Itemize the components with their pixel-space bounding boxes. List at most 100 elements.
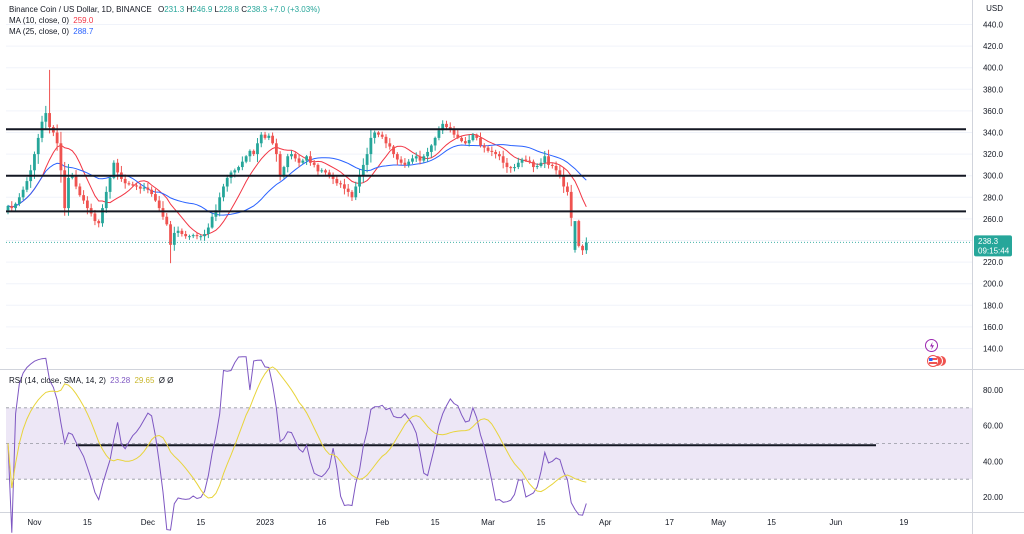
candle (203, 229, 206, 241)
candle (490, 146, 494, 157)
candle-body (146, 187, 150, 190)
ma25-value: 288.7 (73, 27, 94, 36)
rsi-value: 23.28 (110, 376, 131, 385)
candle (581, 244, 584, 255)
candle-body (369, 137, 373, 155)
candle-body (6, 205, 10, 211)
candle-body (301, 160, 305, 163)
candle-body (233, 170, 237, 173)
candle-body (63, 170, 67, 209)
candle-body (154, 194, 157, 201)
candle-body (248, 150, 252, 157)
candle (154, 188, 157, 202)
candle (297, 154, 301, 168)
candle-body (498, 154, 501, 157)
candle-body (445, 123, 448, 128)
candle-body (169, 224, 172, 245)
candle (584, 237, 588, 254)
candle (456, 129, 460, 140)
candle (418, 150, 422, 165)
candle (411, 154, 414, 164)
rsi-label: RSI (14, close, SMA, 14, 2) (9, 376, 106, 385)
candle-body (414, 156, 418, 159)
candle (248, 149, 252, 162)
candle (93, 209, 97, 226)
candle (63, 161, 67, 216)
candle (123, 174, 127, 189)
candle (373, 130, 377, 144)
candle-body (373, 132, 377, 138)
candle-body (422, 156, 426, 161)
candle-body (150, 189, 154, 195)
price-tick-label: 340.0 (983, 129, 1004, 138)
candle (131, 181, 135, 187)
candle-body (278, 154, 282, 176)
candle-body (305, 156, 309, 161)
symbol-title[interactable]: Binance Coin / US Dollar, 1D, BINANCE (9, 5, 152, 14)
candle-body (214, 210, 218, 217)
candle-body (78, 186, 82, 196)
candle-body (282, 167, 286, 176)
last-price-tag (974, 235, 1012, 257)
symbol-legend: Binance Coin / US Dollar, 1D, BINANCE O2… (9, 5, 320, 15)
lightning-icon[interactable] (925, 339, 938, 352)
candle (290, 150, 293, 160)
candle (554, 161, 558, 175)
candle (539, 158, 543, 168)
candle (146, 182, 150, 194)
ma25-legend[interactable]: MA (25, close, 0) 288.7 (9, 27, 93, 37)
candle-body (293, 154, 297, 159)
support-resistance-lines[interactable] (6, 128, 972, 447)
price-axis[interactable]: 440.0 420.0 400.0 380.0 360.0 340.0 320.0 300.0… (974, 4, 1012, 502)
candle-body (535, 165, 539, 168)
candle (210, 212, 214, 229)
candle-body (237, 167, 240, 171)
candle-body (172, 232, 176, 245)
candle (21, 186, 25, 201)
candle (225, 174, 229, 192)
candle-body (479, 137, 482, 146)
price-tick-label: 440.0 (983, 21, 1004, 30)
candle (286, 153, 290, 173)
candle (516, 157, 520, 170)
time-axis[interactable]: Nov 15 Dec 15 2023 16 Feb 15 Mar 15 Apr 17 May 15 Jun 1… (27, 518, 909, 527)
candle-body (218, 197, 222, 211)
candle-body (377, 132, 380, 135)
flag-stack-icon[interactable] (925, 354, 951, 368)
candle (44, 105, 48, 129)
time-tick-label: 15 (537, 518, 546, 527)
ma10-legend[interactable]: MA (10, close, 0) 259.0 (9, 16, 93, 26)
candle-body (286, 156, 290, 168)
candle-body (135, 185, 138, 187)
candle-body (346, 188, 350, 192)
rsi-tick-label: 60.00 (983, 422, 1004, 431)
candle (320, 168, 324, 173)
candle (14, 202, 17, 212)
candle (206, 223, 210, 239)
candle (460, 135, 463, 143)
candle (6, 204, 10, 215)
rsi-legend[interactable]: RSI (14, close, SMA, 14, 2) 23.28 29.65 … (9, 376, 173, 386)
candle (97, 219, 101, 228)
candle (377, 131, 380, 138)
candle (365, 147, 369, 173)
candle (67, 163, 70, 216)
candle (524, 155, 528, 162)
candle (252, 149, 256, 157)
candle (399, 156, 403, 166)
candle (82, 190, 85, 204)
candle (176, 226, 180, 237)
candle (259, 132, 263, 148)
candle-body (263, 134, 267, 138)
candle-body (297, 158, 301, 163)
candle-body (21, 189, 25, 198)
time-tick-label: 15 (767, 518, 776, 527)
price-tick-label: 200.0 (983, 280, 1004, 289)
candle-body (131, 184, 135, 186)
candle (509, 165, 513, 173)
candle (335, 176, 339, 186)
candle (354, 181, 358, 201)
candle (48, 69, 51, 134)
candle (498, 151, 501, 161)
